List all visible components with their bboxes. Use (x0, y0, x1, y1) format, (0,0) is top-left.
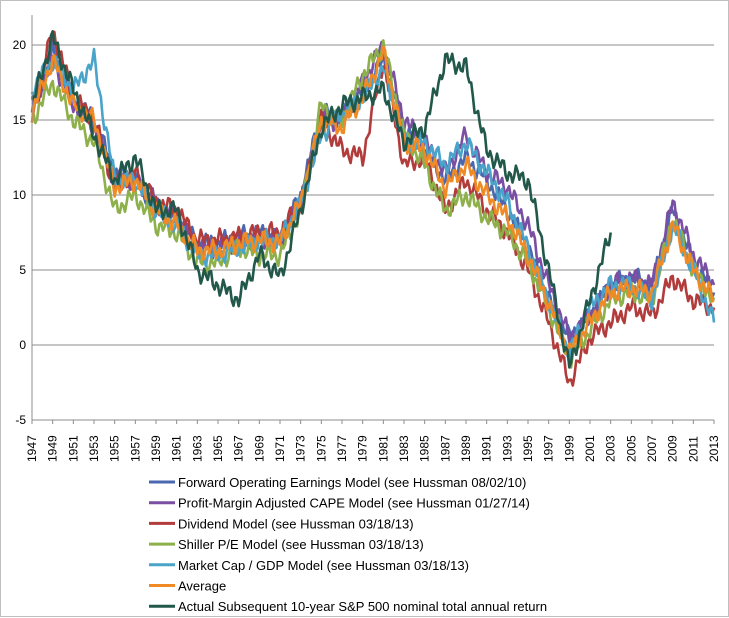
x-tick-label: 1991 (480, 435, 494, 462)
x-tick-label: 2005 (624, 435, 638, 462)
y-tick-label: 20 (13, 38, 27, 52)
x-tick-label: 2009 (666, 435, 680, 462)
series-lines (30, 30, 716, 387)
x-tick-label: 1959 (149, 435, 163, 462)
x-tick-label: 1995 (521, 435, 535, 462)
x-tick-label: 1973 (294, 435, 308, 462)
x-tick-label: 1999 (562, 435, 576, 462)
x-axis: 1947 1949 1951 1953 1955 1957 1959 1961 1963 1965… (25, 419, 721, 462)
x-tick-label: 1977 (335, 435, 349, 462)
x-tick-label: 1981 (376, 435, 390, 462)
x-tick-label: 1983 (397, 435, 411, 462)
series-line (30, 30, 612, 369)
x-tick-label: 2001 (583, 435, 597, 462)
legend-label: Profit-Margin Adjusted CAPE Model (see H… (178, 496, 530, 511)
x-tick-label: 2011 (686, 436, 700, 462)
x-tick-label: 1993 (500, 435, 514, 462)
x-tick-label: 1987 (438, 435, 452, 462)
x-tick-label: 1979 (356, 435, 370, 462)
x-tick-label: 1963 (190, 435, 204, 462)
legend-label: Average (178, 579, 226, 594)
x-tick-label: 2007 (645, 435, 659, 462)
legend-label: Actual Subsequent 10-year S&P 500 nomina… (178, 599, 547, 614)
x-tick-label: 2003 (604, 435, 618, 462)
y-tick-label: 0 (19, 338, 26, 352)
x-tick-label: 1947 (25, 435, 39, 462)
gridlines (32, 44, 714, 346)
x-tick-label: 1971 (273, 435, 287, 462)
legend-label: Market Cap / GDP Model (see Hussman 03/1… (178, 558, 469, 573)
legend: Forward Operating Earnings Model (see Hu… (149, 475, 547, 614)
series-line (30, 47, 716, 361)
x-tick-label: 1989 (459, 435, 473, 462)
legend-label: Dividend Model (see Hussman 03/18/13) (178, 516, 414, 531)
y-tick-label: 10 (13, 188, 27, 202)
x-tick-label: 1949 (46, 435, 60, 462)
y-tick-label: 15 (13, 113, 27, 127)
series-line (30, 45, 715, 356)
x-tick-label: 1997 (542, 435, 556, 462)
x-tick-label: 2013 (707, 435, 721, 462)
x-tick-label: 1975 (314, 435, 328, 462)
y-tick-label: -5 (15, 413, 26, 427)
x-tick-label: 1965 (211, 435, 225, 462)
y-tick-label: 5 (19, 263, 26, 277)
x-tick-label: 1967 (232, 435, 246, 462)
x-tick-label: 1953 (87, 435, 101, 462)
x-tick-label: 1955 (108, 435, 122, 462)
x-tick-label: 1969 (252, 435, 266, 462)
y-axis: -5 0 5 10 15 20 (13, 15, 33, 427)
legend-label: Shiller P/E Model (see Hussman 03/18/13) (178, 537, 424, 552)
legend-label: Forward Operating Earnings Model (see Hu… (178, 475, 526, 490)
x-tick-label: 1961 (170, 435, 184, 462)
x-tick-label: 1985 (418, 435, 432, 462)
x-tick-label: 1951 (66, 435, 80, 462)
x-tick-label: 1957 (128, 435, 142, 462)
